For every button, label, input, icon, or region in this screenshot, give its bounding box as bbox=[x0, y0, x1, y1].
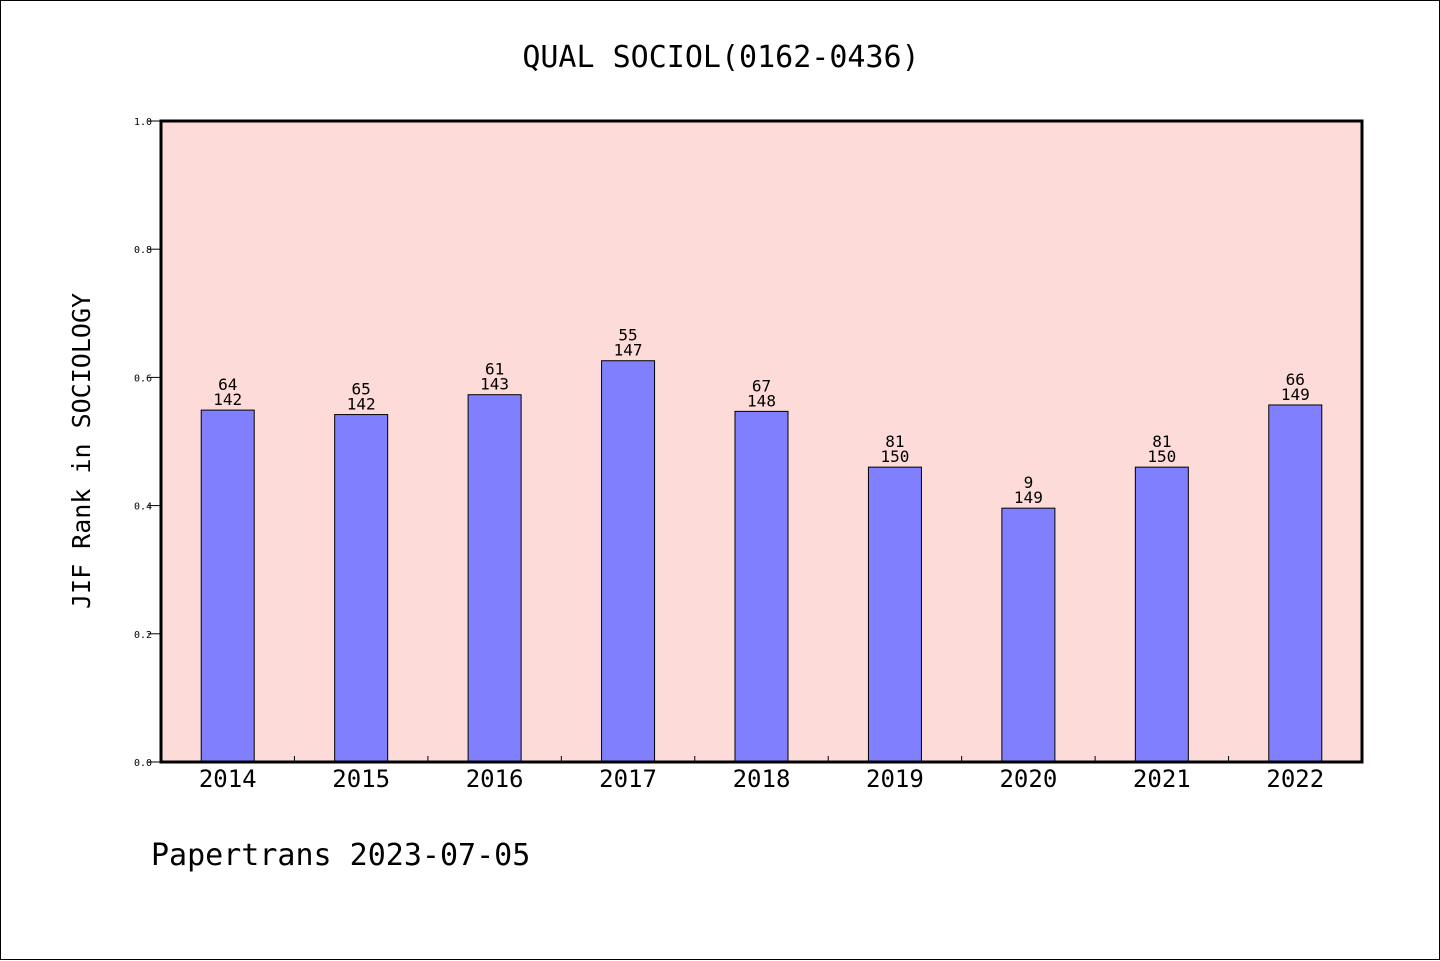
bar-total-label: 148 bbox=[747, 391, 776, 410]
bar-total-label: 150 bbox=[1147, 447, 1176, 466]
bars-group: 6414265142611435514767148811509149811506… bbox=[200, 326, 1323, 763]
y-tick-label: 0.2 bbox=[134, 630, 152, 641]
bar-rank-label: 9 bbox=[1024, 473, 1034, 492]
bar bbox=[1001, 507, 1056, 763]
chart-title: QUAL SOCIOL(0162-0436) bbox=[522, 40, 919, 75]
bar-total-label: 143 bbox=[480, 375, 509, 394]
bar bbox=[467, 394, 522, 763]
y-tick-label: 0.8 bbox=[134, 245, 152, 256]
bar bbox=[734, 410, 789, 763]
y-tick-label: 0.0 bbox=[134, 758, 152, 769]
bar-rank-label: 81 bbox=[1152, 432, 1171, 451]
bar-rank-label: 66 bbox=[1286, 370, 1305, 389]
x-tick-label: 2018 bbox=[733, 765, 791, 793]
x-axis: 2014 2015 2016 2017 2018 2019 2020 2021 2022 bbox=[199, 756, 1324, 793]
bar-total-label: 149 bbox=[1281, 385, 1310, 404]
y-axis: 0.0 0.2 0.4 0.6 0.8 1.0 bbox=[134, 117, 160, 769]
x-tick-label: 2017 bbox=[599, 765, 657, 793]
bar-rank-label: 55 bbox=[618, 326, 637, 345]
x-tick-label: 2014 bbox=[199, 765, 257, 793]
x-tick-label: 2019 bbox=[866, 765, 924, 793]
bar bbox=[200, 409, 255, 763]
x-tick-label: 2015 bbox=[332, 765, 390, 793]
bar bbox=[867, 466, 922, 763]
bar-total-label: 142 bbox=[213, 390, 242, 409]
plot-border bbox=[159, 119, 1364, 764]
x-tick-label: 2022 bbox=[1266, 765, 1324, 793]
bar-rank-label: 81 bbox=[885, 432, 904, 451]
bar bbox=[334, 414, 389, 763]
bar bbox=[1134, 466, 1189, 763]
footer-text: Papertrans 2023-07-05 bbox=[151, 838, 530, 873]
y-axis-label: JIF Rank in SOCIOLOGY bbox=[67, 293, 96, 609]
bar-total-label: 149 bbox=[1014, 488, 1043, 507]
bar bbox=[601, 360, 656, 763]
y-tick-label: 0.4 bbox=[134, 502, 152, 513]
y-tick-label: 1.0 bbox=[134, 117, 152, 128]
bar-total-label: 150 bbox=[880, 447, 909, 466]
bar bbox=[1268, 404, 1323, 763]
bar-total-label: 147 bbox=[614, 341, 643, 360]
x-tick-label: 2021 bbox=[1133, 765, 1191, 793]
bar-total-label: 142 bbox=[347, 395, 376, 414]
bar-rank-label: 65 bbox=[352, 380, 371, 399]
bar-rank-label: 61 bbox=[485, 360, 504, 379]
bar-rank-label: 67 bbox=[752, 376, 771, 395]
x-tick-label: 2020 bbox=[999, 765, 1057, 793]
x-tick-label: 2016 bbox=[466, 765, 524, 793]
y-tick-label: 0.6 bbox=[134, 373, 152, 384]
bar-rank-label: 64 bbox=[218, 375, 237, 394]
